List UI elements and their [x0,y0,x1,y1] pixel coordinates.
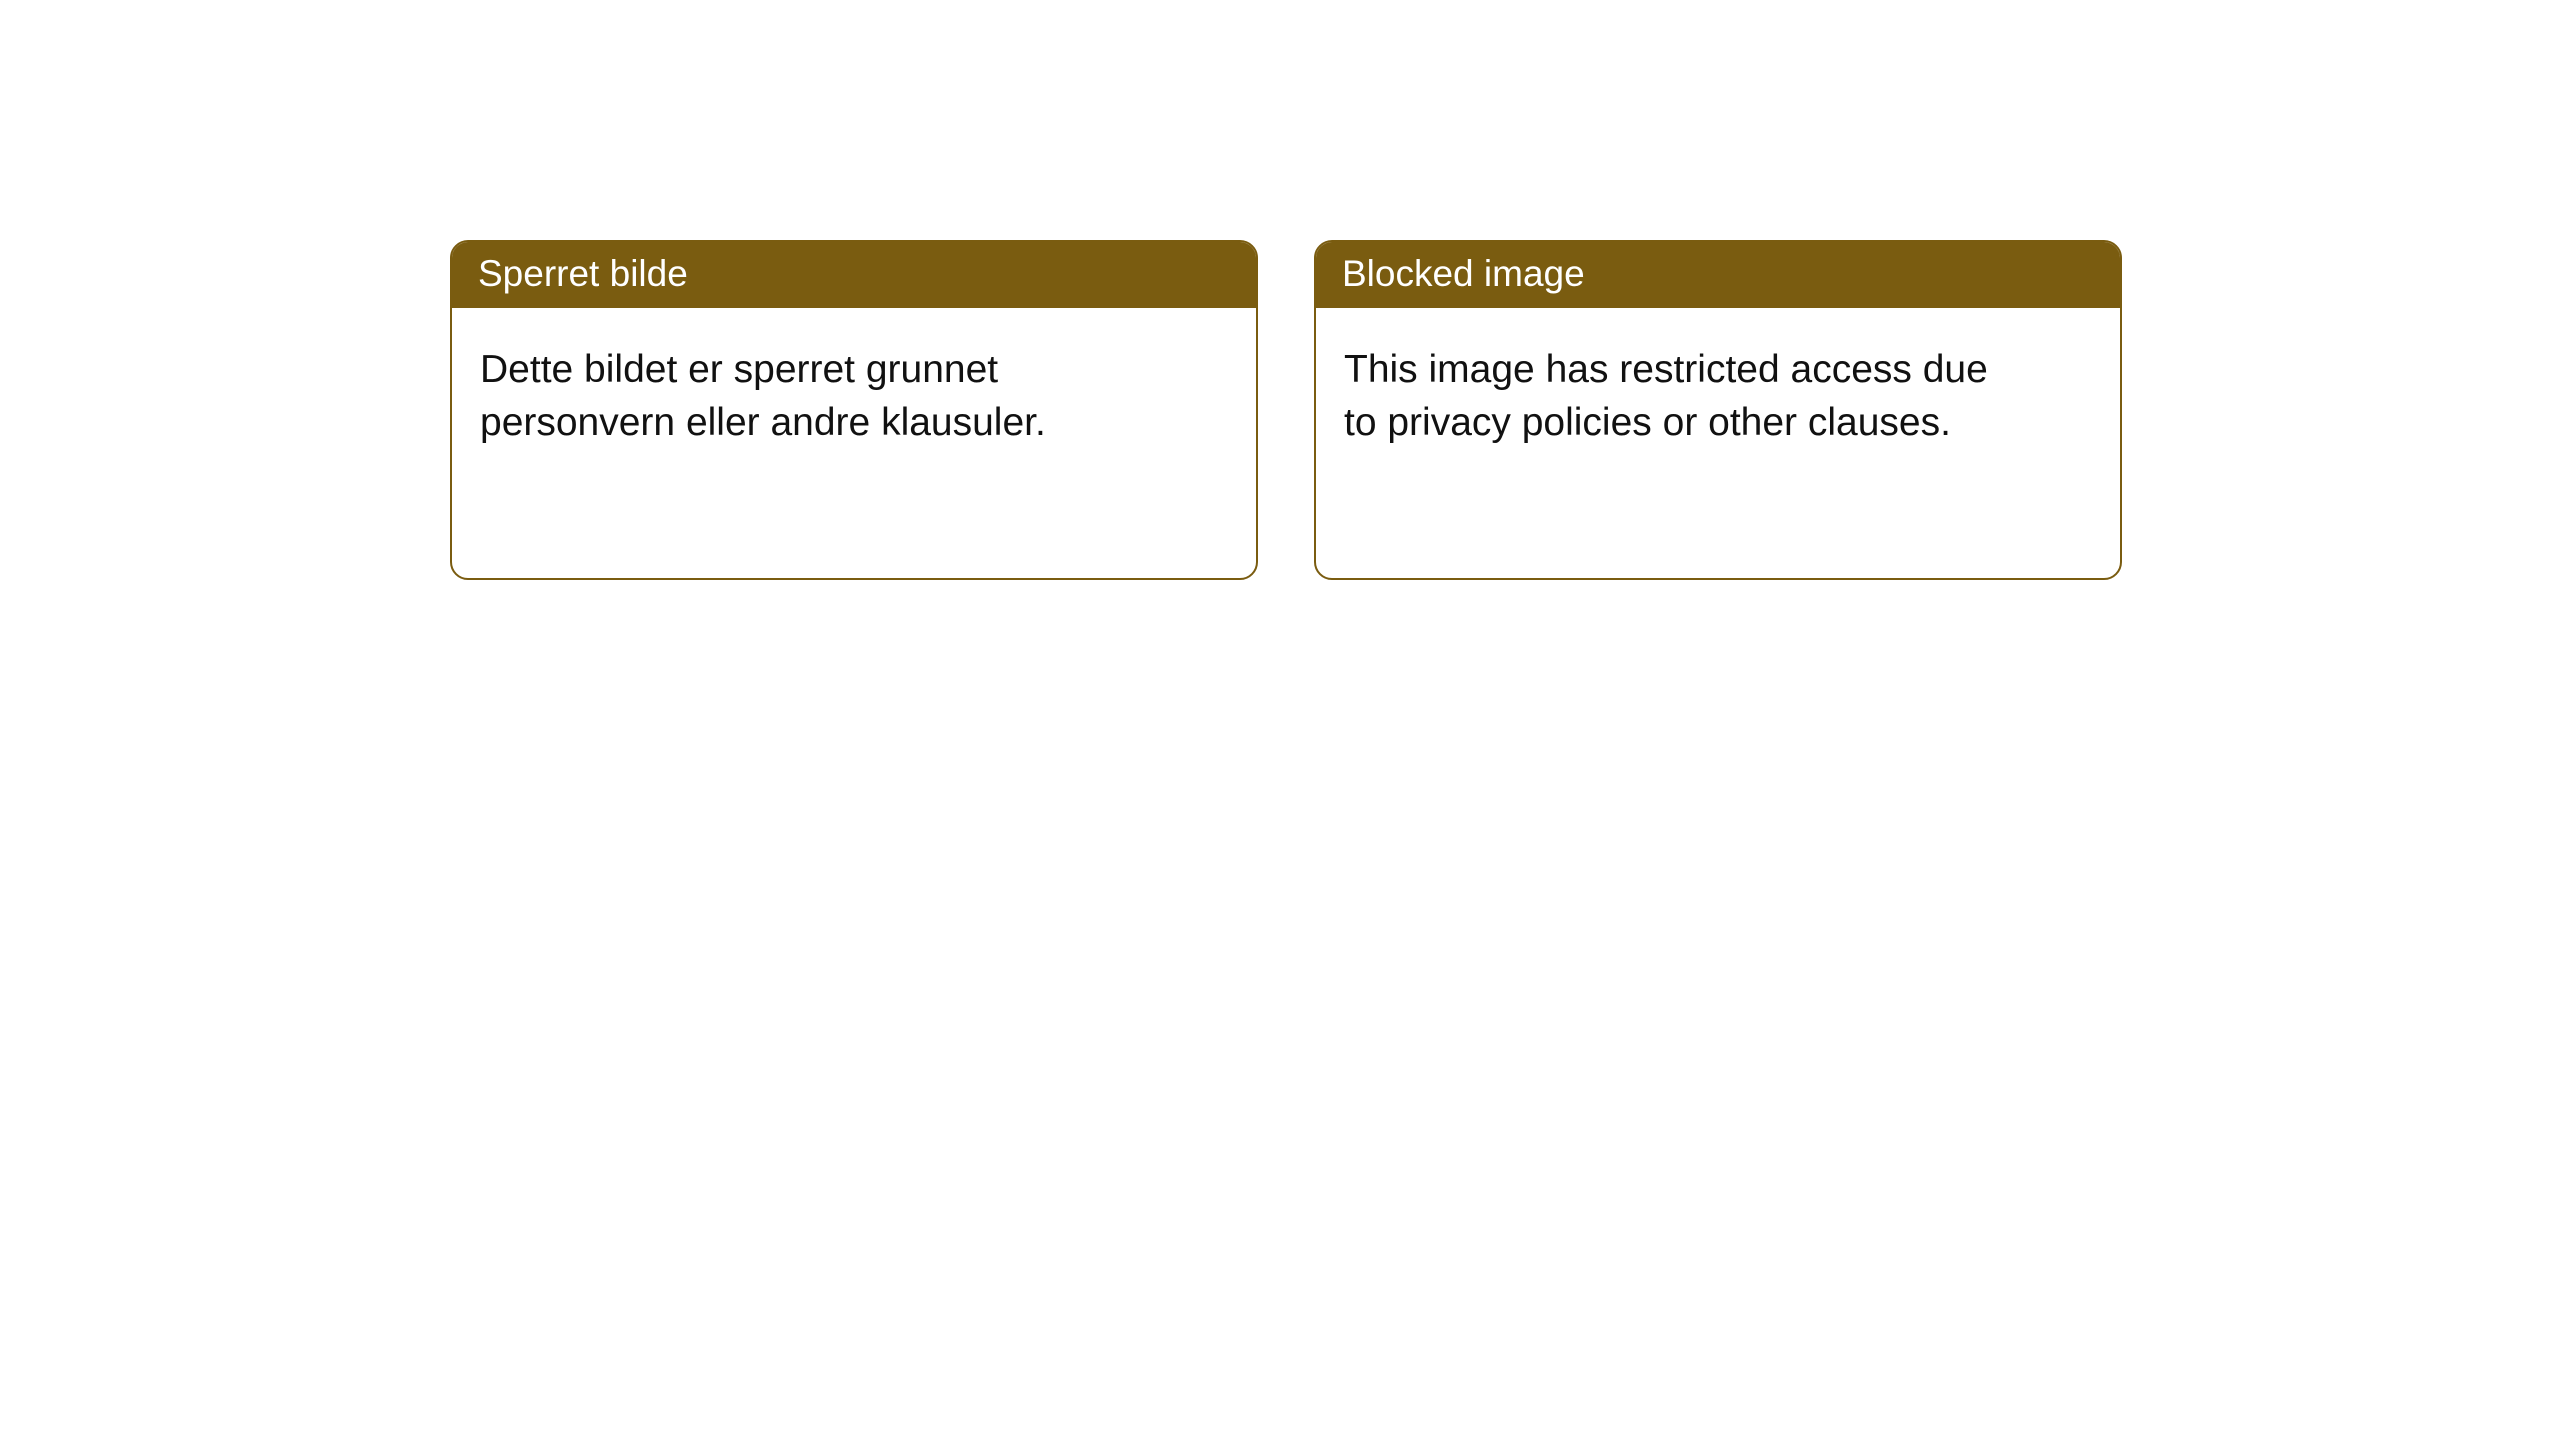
notice-text-norwegian: Dette bildet er sperret grunnet personve… [480,344,1140,449]
notice-text-english: This image has restricted access due to … [1344,344,2004,449]
notice-card-norwegian: Sperret bilde Dette bildet er sperret gr… [450,240,1258,580]
notice-header-english: Blocked image [1316,242,2120,308]
notice-body-norwegian: Dette bildet er sperret grunnet personve… [452,308,1256,578]
notice-body-english: This image has restricted access due to … [1316,308,2120,578]
notice-container: Sperret bilde Dette bildet er sperret gr… [0,0,2560,580]
notice-header-norwegian: Sperret bilde [452,242,1256,308]
notice-card-english: Blocked image This image has restricted … [1314,240,2122,580]
